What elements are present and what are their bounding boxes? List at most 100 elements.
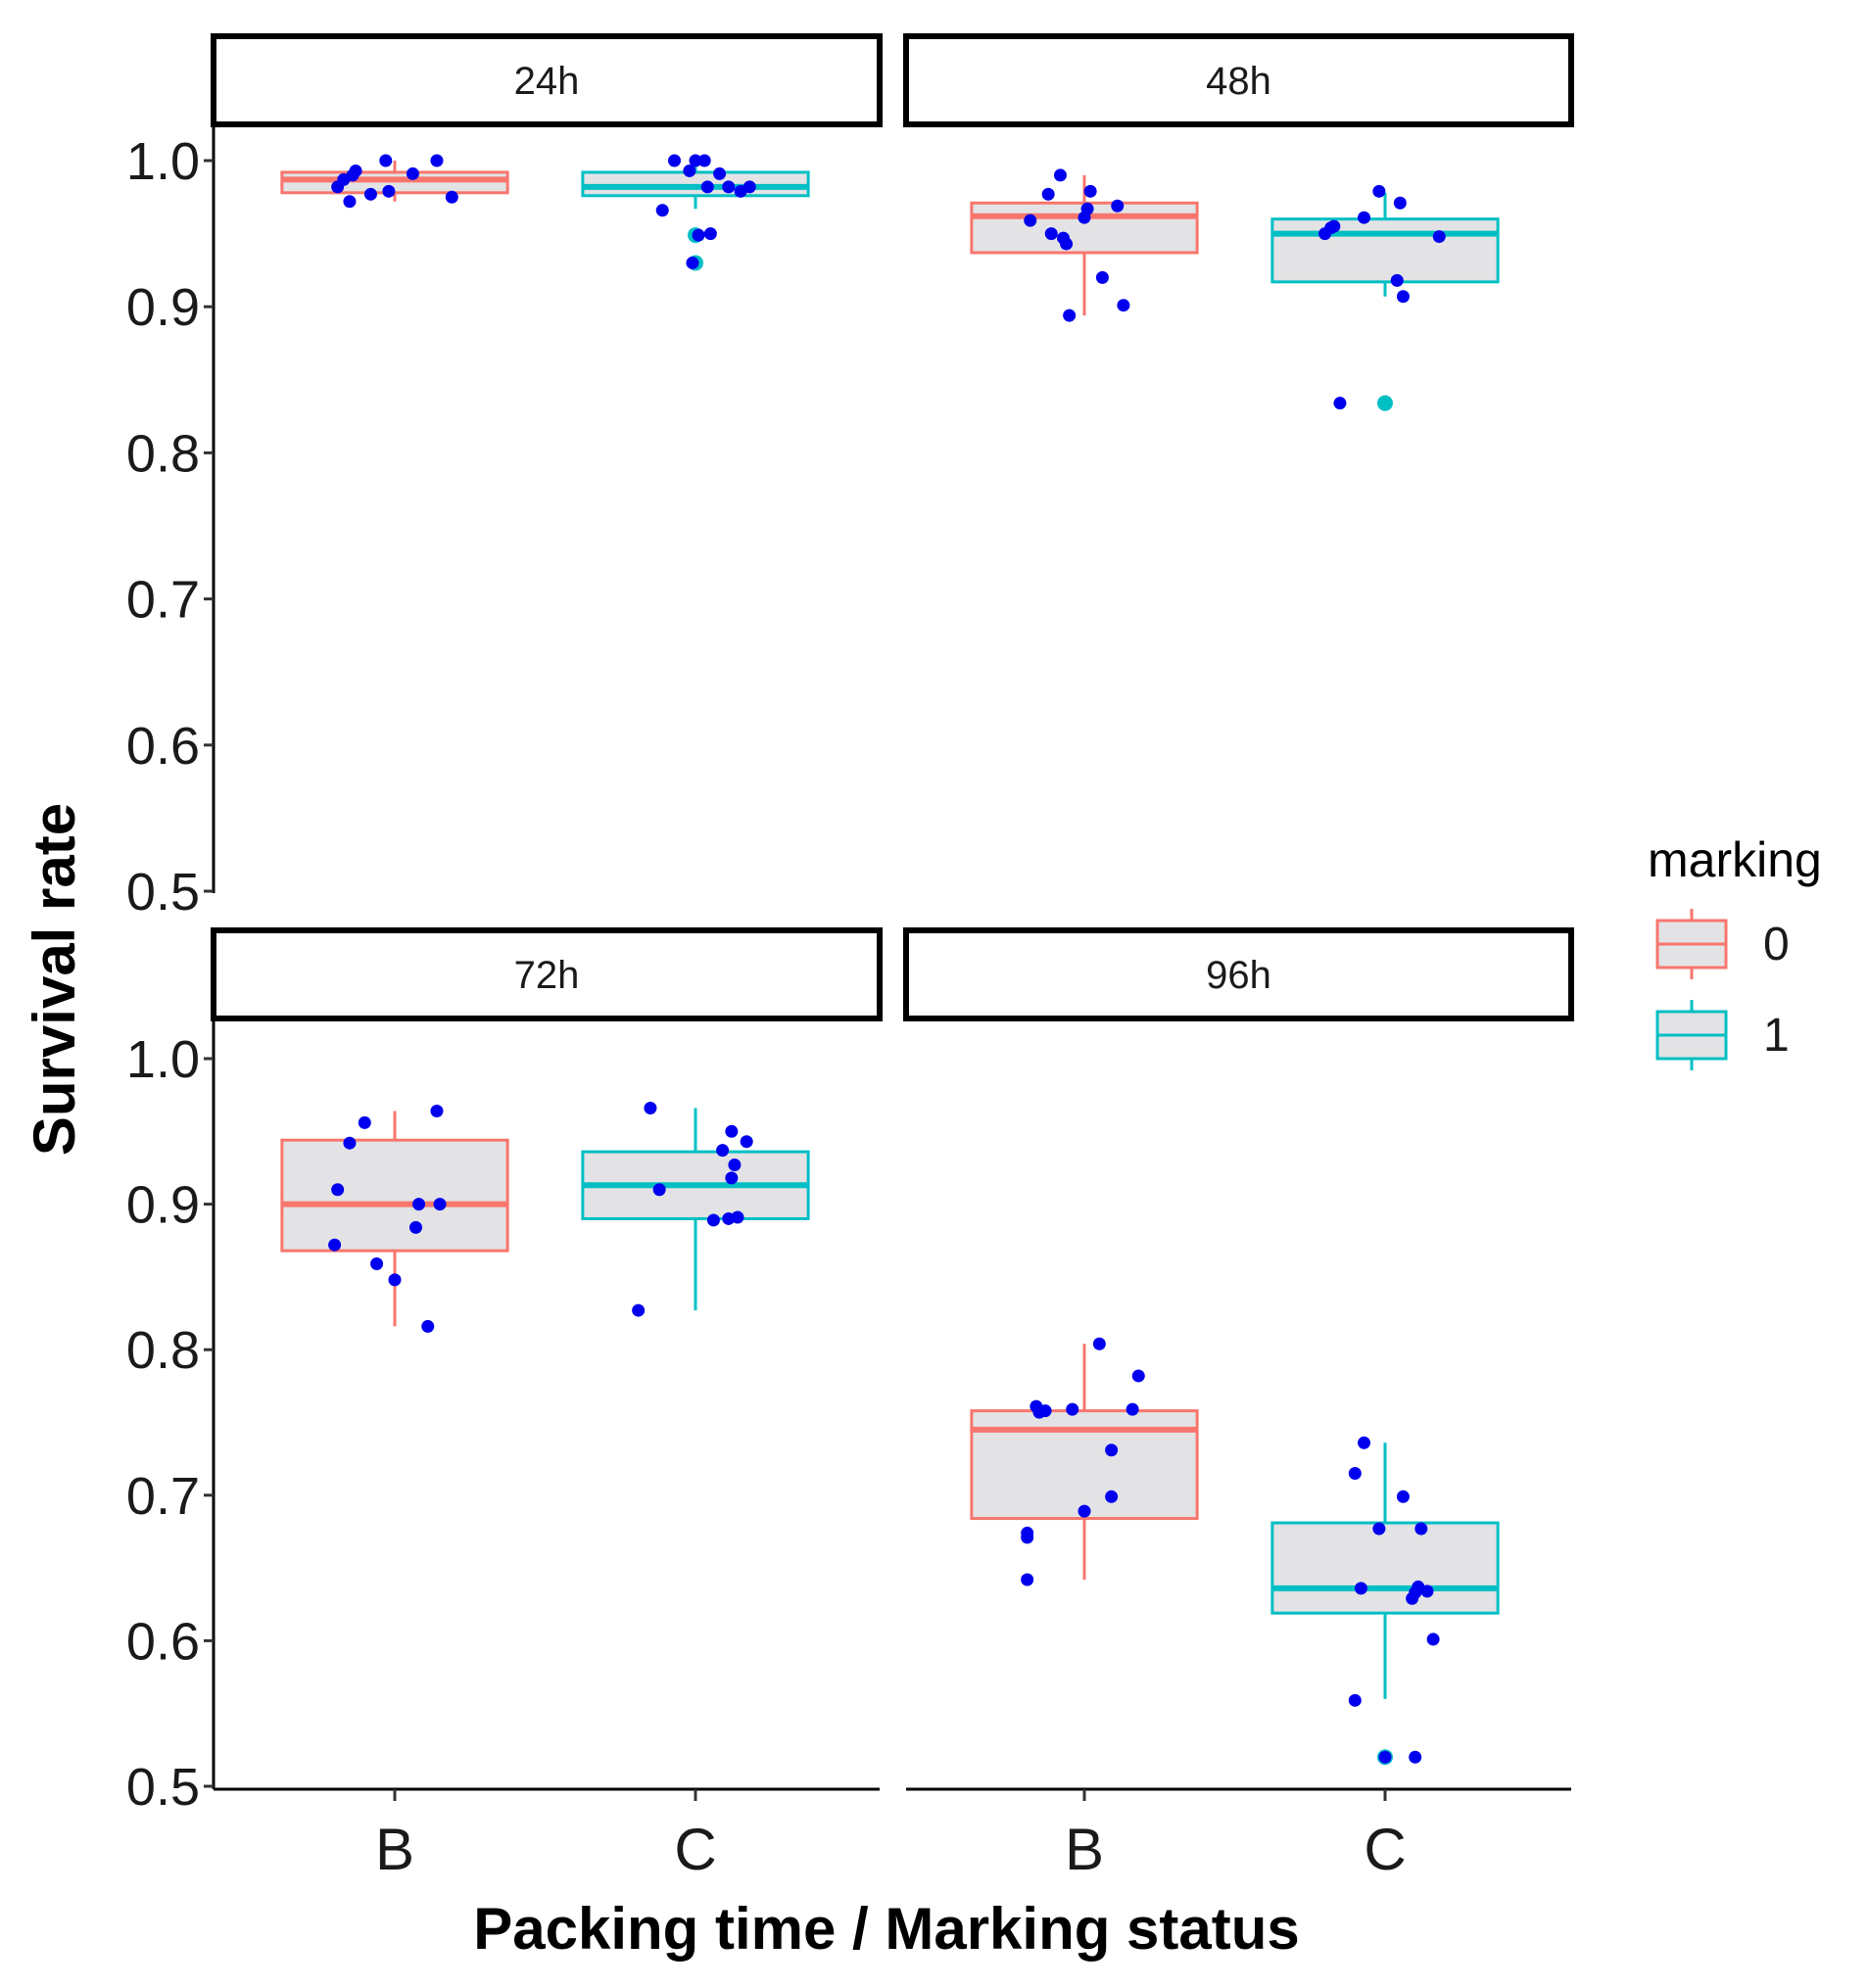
data-point — [406, 166, 419, 180]
data-point — [1044, 227, 1058, 241]
box-72h-C — [581, 1108, 810, 1311]
data-point — [713, 166, 727, 180]
data-point — [686, 256, 699, 269]
data-point — [716, 1144, 730, 1158]
data-point — [1358, 211, 1371, 224]
data-point — [358, 1115, 371, 1129]
data-point — [379, 154, 393, 167]
data-point — [1117, 299, 1130, 312]
y-tick-label: 0.9 — [126, 1176, 200, 1235]
data-point — [1095, 270, 1109, 284]
data-point — [1111, 199, 1125, 213]
y-tick-label: 0.7 — [126, 571, 200, 630]
data-point — [1372, 184, 1386, 198]
box-iqr — [1270, 1521, 1500, 1615]
data-point — [697, 154, 711, 167]
data-point — [343, 1136, 357, 1150]
y-tick-label: 1.0 — [126, 1030, 200, 1089]
data-point — [1358, 1436, 1371, 1449]
y-tick-label: 0.6 — [126, 1612, 200, 1671]
data-point — [683, 164, 696, 177]
strip-24h — [211, 33, 883, 127]
data-point — [706, 1213, 720, 1227]
data-point — [1348, 1693, 1362, 1707]
data-point — [408, 1220, 422, 1234]
data-point — [1390, 273, 1404, 287]
data-point — [1393, 196, 1407, 210]
data-point — [1126, 1402, 1139, 1416]
data-point — [700, 180, 714, 194]
data-point — [388, 1273, 402, 1287]
y-tick-label: 0.8 — [126, 1321, 200, 1380]
strip-label-96h: 96h — [1206, 954, 1271, 997]
panel-96h: 96h — [903, 927, 1574, 1766]
box-48h-C — [1270, 192, 1500, 411]
x-tick-label: C — [674, 1817, 716, 1882]
data-point — [740, 1135, 753, 1149]
data-point — [689, 154, 702, 167]
data-point — [328, 1238, 342, 1252]
strip-label-48h: 48h — [1206, 60, 1271, 103]
x-tick-label: B — [1065, 1817, 1104, 1882]
data-point — [722, 180, 736, 194]
data-point — [1105, 1444, 1119, 1457]
data-point — [1354, 1582, 1367, 1595]
data-point — [668, 154, 682, 167]
x-tick-label: C — [1364, 1817, 1406, 1882]
facet-panels: 24h 48h 72h 96h — [211, 33, 1574, 1766]
data-point — [692, 228, 705, 242]
data-point — [382, 184, 396, 198]
data-point — [1024, 213, 1037, 227]
data-point — [1426, 1633, 1440, 1646]
panel-72h: 72h — [211, 927, 883, 1333]
data-point — [725, 1171, 739, 1185]
legend-label-0: 0 — [1763, 919, 1790, 970]
data-point — [632, 1303, 646, 1317]
data-point — [433, 1198, 447, 1211]
x-axis-title: Packing time / Marking status — [473, 1896, 1300, 1962]
y-axes: 0.5 0.6 0.7 0.8 0.9 1.0 0.5 0.6 0.7 0.8 0.9 1.0 — [126, 124, 216, 1817]
data-point — [343, 195, 357, 209]
x-tick-label: B — [375, 1817, 414, 1882]
data-point — [652, 1183, 666, 1197]
data-point — [1348, 1467, 1362, 1481]
data-point — [1021, 1531, 1034, 1544]
legend-label-1: 1 — [1763, 1010, 1790, 1062]
data-point — [445, 190, 458, 204]
box-96h-C — [1270, 1443, 1500, 1766]
box-iqr — [1270, 217, 1500, 284]
data-point — [1396, 1490, 1410, 1503]
data-point — [1083, 184, 1097, 198]
data-point — [430, 1104, 444, 1117]
data-point — [363, 187, 377, 201]
legend: marking 0 1 — [1648, 832, 1822, 1070]
y-tick-label: 1.0 — [126, 132, 200, 191]
data-point — [1131, 1369, 1145, 1383]
strip-label-72h: 72h — [514, 954, 580, 997]
data-point — [1378, 1750, 1392, 1764]
strip-label-24h: 24h — [514, 60, 580, 103]
panel-24h: 24h — [211, 33, 883, 271]
box-iqr — [280, 1138, 509, 1253]
strip-72h — [211, 927, 883, 1021]
y-tick-label: 0.5 — [126, 863, 200, 922]
data-point — [1053, 168, 1067, 182]
panel-48h: 48h — [903, 33, 1574, 411]
data-point — [1041, 187, 1055, 201]
data-point — [1420, 1585, 1434, 1598]
data-point — [412, 1198, 426, 1211]
data-point — [430, 154, 444, 167]
data-point — [725, 1124, 739, 1138]
data-point — [1021, 1573, 1034, 1586]
box-48h-B — [970, 174, 1199, 316]
data-point — [1333, 397, 1347, 410]
data-point — [703, 227, 717, 241]
data-point — [1060, 237, 1074, 251]
box-24h-B — [280, 161, 509, 202]
y-tick-label: 0.5 — [126, 1758, 200, 1817]
strip-96h — [903, 927, 1574, 1021]
y-tick-label: 0.6 — [126, 717, 200, 776]
data-point — [349, 164, 362, 177]
outlier-point — [1377, 395, 1393, 411]
